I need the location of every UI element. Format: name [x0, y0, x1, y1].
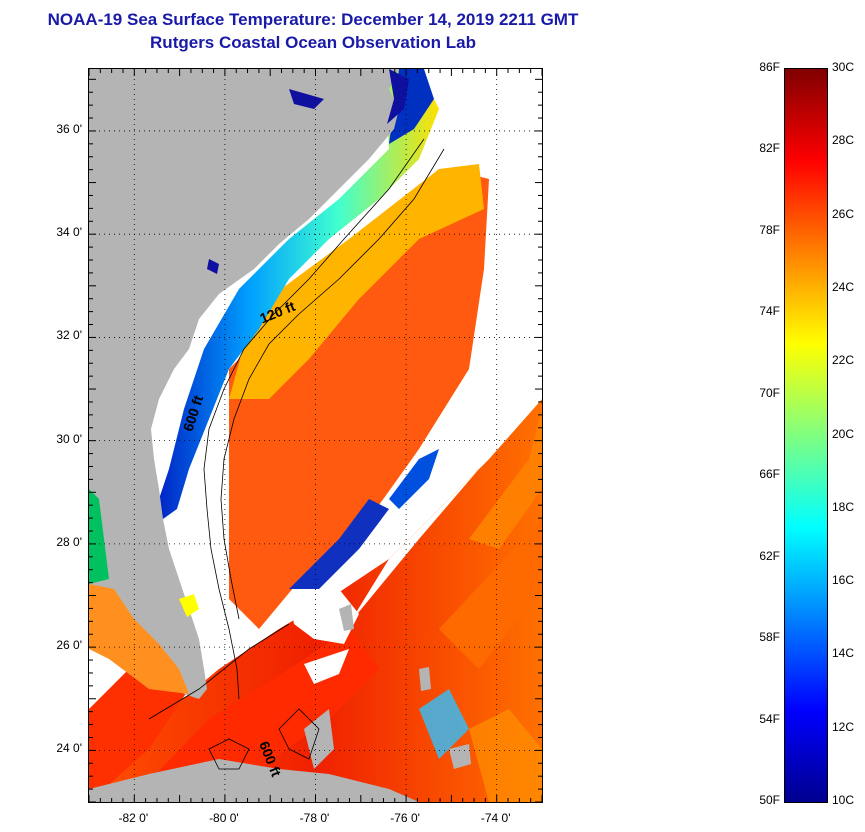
longitude-label: -82 0' — [118, 811, 149, 825]
latitude-label: 32 0' — [56, 328, 82, 343]
latitude-label: 34 0' — [56, 225, 82, 240]
temperature-colorbar — [784, 68, 828, 803]
colorbar-label-c: 18C — [832, 499, 855, 514]
cloud-gap — [349, 369, 542, 624]
colorbar-label-c: 22C — [832, 353, 855, 368]
mid-shelf-warm — [229, 164, 484, 399]
longitude-label: -78 0' — [299, 811, 330, 825]
gulf-stream-south — [89, 399, 542, 802]
colorbar-label-f: 50F — [759, 793, 780, 807]
colorbar-label-c: 24C — [832, 279, 855, 294]
colorbar-label-f: 74F — [759, 304, 780, 319]
gulf-stream-north — [229, 169, 489, 629]
map-subtitle: Rutgers Coastal Ocean Observation Lab — [150, 33, 476, 52]
colorbar-label-f: 66F — [759, 467, 780, 482]
colorbar-label-c: 10C — [832, 793, 855, 807]
latitude-label: 24 0' — [56, 741, 82, 756]
land-us-coast — [89, 69, 399, 699]
colorbar-label-c: 26C — [832, 206, 855, 221]
colorbar-label-c: 16C — [832, 573, 855, 588]
longitude-label: -76 0' — [390, 811, 420, 825]
colorbar-label-f: 70F — [759, 385, 780, 400]
colorbar-label-c: 20C — [832, 426, 855, 441]
colorbar-label-f: 78F — [759, 222, 780, 237]
colorbar-label-f: 58F — [759, 630, 780, 645]
sst-map[interactable]: 120 ft 600 ft 600 ft — [88, 68, 543, 803]
colorbar-label-f: 54F — [759, 711, 780, 726]
colorbar-label-c: 12C — [832, 719, 855, 734]
colorbar-label-f: 86F — [759, 60, 780, 74]
longitude-label: -80 0' — [209, 811, 239, 825]
colorbar-label-c: 14C — [832, 646, 855, 661]
colorbar-label-f: 62F — [759, 548, 780, 563]
latitude-label: 26 0' — [56, 638, 82, 653]
latitude-label: 28 0' — [56, 534, 82, 549]
colorbar-label-f: 82F — [759, 141, 780, 156]
latitude-label: 36 0' — [56, 121, 82, 136]
longitude-label: -74 0' — [480, 811, 511, 825]
map-title: NOAA-19 Sea Surface Temperature: Decembe… — [47, 10, 579, 29]
colorbar-label-c: 30C — [832, 60, 855, 74]
colorbar-label-c: 28C — [832, 133, 855, 148]
coastal-cold-band — [149, 69, 439, 529]
latitude-label: 30 0' — [56, 431, 82, 446]
land-cuba — [89, 759, 419, 802]
